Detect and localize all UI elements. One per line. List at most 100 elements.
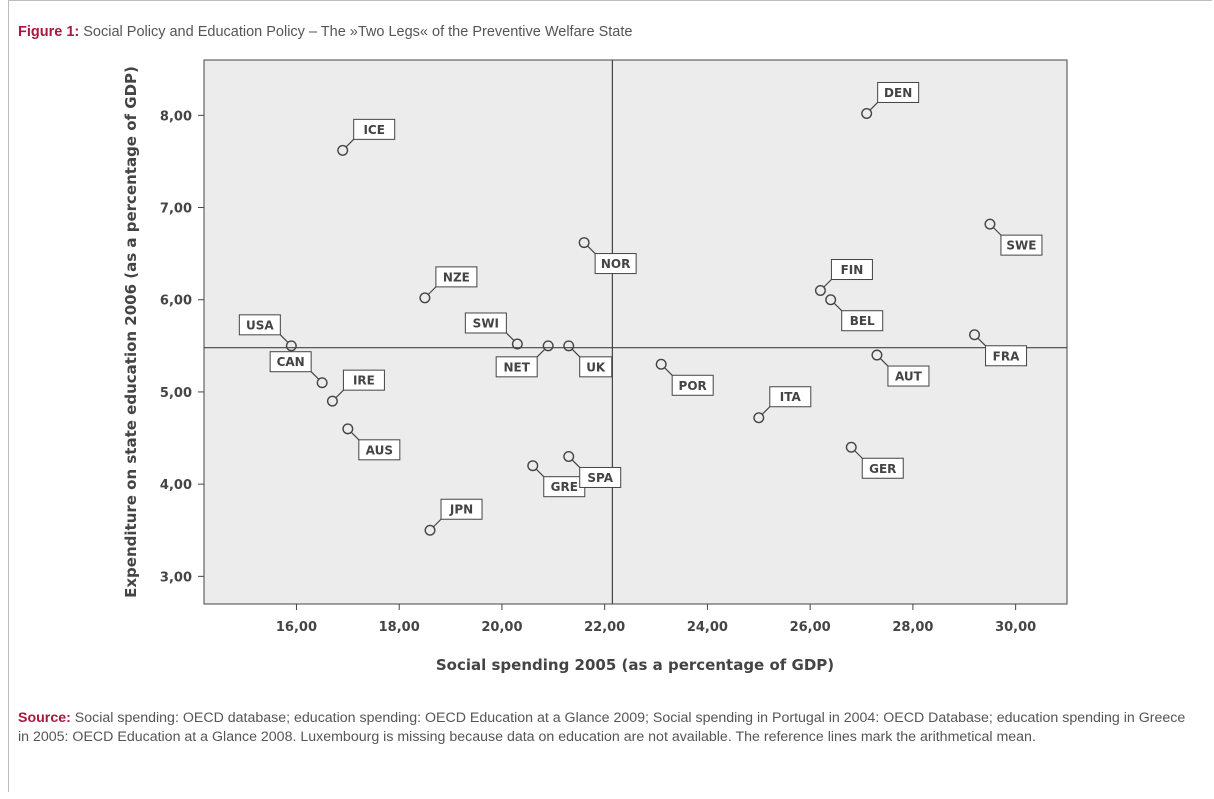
y-tick-label: 8,00: [160, 109, 192, 124]
x-axis-ticks: 16,00 18,00 20,00 22,00 24,00 26,00 28,00 30,00: [276, 604, 1036, 635]
point-marker: [316, 377, 328, 389]
label-box: [985, 345, 1028, 367]
point-marker: [845, 441, 857, 453]
point-marker: [563, 340, 575, 352]
point-label: FRA: [993, 349, 1020, 363]
point-marker: [424, 524, 436, 536]
label-leader-line: [869, 102, 879, 111]
point-label: AUS: [366, 443, 393, 457]
plot-area: [203, 59, 1068, 605]
label-leader-line: [345, 138, 355, 148]
point-marker: [563, 450, 575, 462]
source-note: Source: Social spending: OECD database; …: [18, 709, 1200, 747]
label-leader-line: [350, 431, 360, 441]
point-label: NET: [503, 360, 530, 374]
point-gre: GRE: [527, 460, 586, 498]
label-leader-line: [427, 286, 437, 295]
point-fin: FIN: [814, 259, 873, 297]
label-leader-line: [823, 279, 832, 288]
y-axis-title: Expenditure on state education 2006 (as …: [122, 66, 140, 598]
label-box: [887, 365, 930, 387]
point-label: ICE: [363, 123, 384, 137]
y-tick-label: 6,00: [160, 294, 192, 309]
point-marker: [814, 285, 826, 297]
x-tick-label: 26,00: [790, 620, 831, 635]
point-label: DEN: [884, 86, 912, 100]
point-spa: SPA: [563, 450, 622, 488]
label-leader-line: [535, 468, 545, 478]
point-fra: FRA: [969, 329, 1028, 367]
point-label: POR: [679, 379, 707, 393]
point-marker: [655, 358, 667, 370]
label-leader-line: [664, 367, 673, 376]
point-swe: SWE: [984, 218, 1043, 256]
figure-caption: Figure 1: Social Policy and Education Po…: [18, 24, 632, 40]
point-label: ITA: [780, 390, 802, 404]
label-box: [671, 374, 714, 396]
x-tick-label: 28,00: [892, 620, 933, 635]
point-usa: USA: [238, 314, 297, 352]
point-label: NZE: [443, 270, 470, 284]
x-tick-label: 22,00: [584, 620, 625, 635]
point-net: NET: [495, 340, 554, 378]
point-jpn: JPN: [424, 498, 483, 536]
point-aut: AUT: [871, 349, 930, 387]
point-label: GRE: [551, 480, 578, 494]
label-leader-line: [854, 450, 863, 459]
point-swi: SWI: [464, 312, 523, 350]
point-marker: [527, 460, 539, 472]
label-leader-line: [279, 334, 289, 343]
y-tick-label: 5,00: [160, 386, 192, 401]
caption-prefix: Figure 1:: [18, 24, 80, 40]
label-leader-line: [977, 337, 986, 347]
point-marker: [337, 144, 349, 156]
point-label: NOR: [601, 257, 630, 271]
point-label: USA: [246, 318, 274, 332]
label-box: [358, 439, 401, 461]
point-nze: NZE: [419, 266, 478, 304]
label-box: [830, 259, 873, 281]
point-marker: [825, 294, 837, 306]
label-box: [877, 81, 920, 103]
point-marker: [753, 412, 765, 424]
x-tick-label: 24,00: [687, 620, 728, 635]
x-tick-label: 16,00: [276, 620, 317, 635]
point-marker: [326, 395, 338, 407]
label-box: [861, 457, 904, 479]
point-ger: GER: [845, 441, 904, 479]
point-label: CAN: [277, 355, 305, 369]
label-leader-line: [536, 348, 546, 358]
point-den: DEN: [861, 81, 920, 119]
label-box: [1000, 234, 1043, 256]
label-box: [495, 356, 538, 378]
point-uk: UK: [563, 340, 613, 378]
label-leader-line: [571, 348, 581, 358]
point-label: UK: [586, 360, 606, 374]
point-ire: IRE: [326, 369, 385, 407]
point-label: BEL: [850, 314, 875, 328]
x-tick-label: 18,00: [379, 620, 420, 635]
point-marker: [419, 292, 431, 304]
point-label: SPA: [587, 471, 613, 485]
point-nor: NOR: [578, 237, 637, 275]
label-leader-line: [587, 245, 596, 254]
label-box: [579, 466, 622, 488]
label-leader-line: [310, 371, 320, 380]
point-por: POR: [655, 358, 714, 396]
point-label: IRE: [353, 374, 375, 388]
point-label: GER: [869, 462, 896, 476]
point-aus: AUS: [342, 423, 401, 461]
label-box: [769, 386, 812, 408]
source-prefix: Source:: [18, 710, 71, 726]
label-leader-line: [505, 332, 515, 341]
scatter-chart: 16,00 18,00 20,00 22,00 24,00 26,00 28,00 30,00…: [122, 59, 1068, 674]
point-ice: ICE: [337, 118, 396, 156]
point-label: AUT: [895, 370, 923, 384]
point-marker: [984, 218, 996, 230]
label-box: [342, 369, 385, 391]
label-leader-line: [433, 518, 442, 528]
caption-text: Social Policy and Education Policy – The…: [83, 24, 633, 40]
label-leader-line: [880, 358, 889, 367]
point-marker: [285, 340, 297, 352]
point-bel: BEL: [825, 294, 884, 332]
